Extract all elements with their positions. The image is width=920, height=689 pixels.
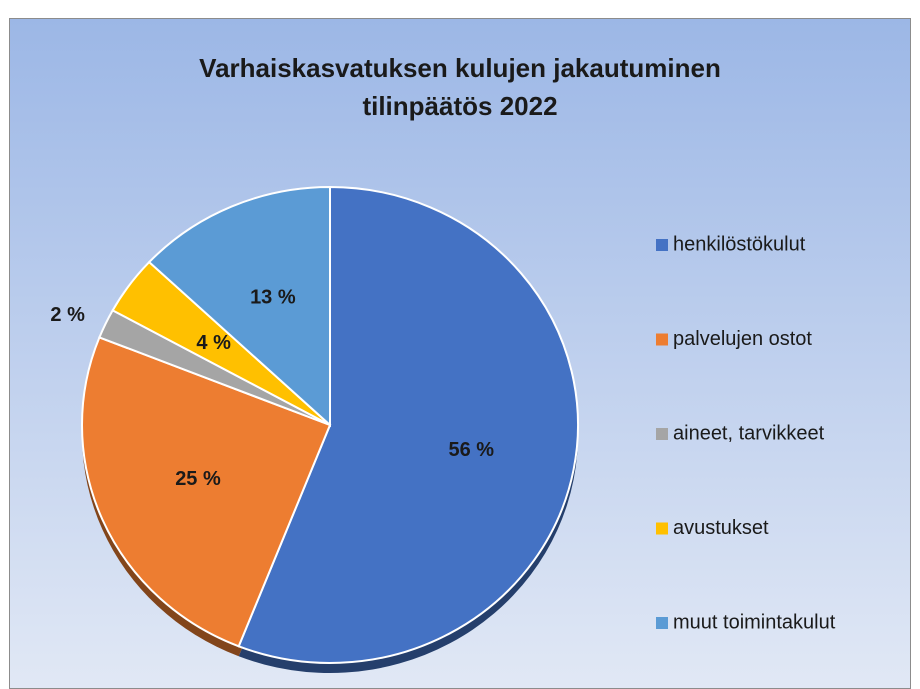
data-label: 2 % xyxy=(50,304,85,326)
legend-label: henkilöstökulut xyxy=(673,233,806,255)
chart-title: Varhaiskasvatuksen kulujen jakautuminen xyxy=(199,53,721,83)
slice xyxy=(147,185,331,428)
data-label: 13 % xyxy=(250,287,296,309)
slice xyxy=(237,185,579,664)
legend-swatch xyxy=(656,522,668,535)
data-label: 25 % xyxy=(175,468,221,490)
legend-swatch xyxy=(656,617,668,629)
slice xyxy=(81,336,332,648)
legend-label: palvelujen ostot xyxy=(673,328,812,350)
data-label: 56 % xyxy=(448,439,494,461)
legend-label: avustukset xyxy=(673,517,769,539)
data-label: 4 % xyxy=(196,332,231,354)
legend-label: aineet, tarvikkeet xyxy=(673,422,825,444)
legend-swatch xyxy=(656,333,668,346)
chart-title: tilinpäätös 2022 xyxy=(362,91,557,121)
legend-swatch xyxy=(656,239,668,251)
legend-swatch xyxy=(656,428,668,440)
legend-label: muut toimintakulut xyxy=(673,611,836,633)
